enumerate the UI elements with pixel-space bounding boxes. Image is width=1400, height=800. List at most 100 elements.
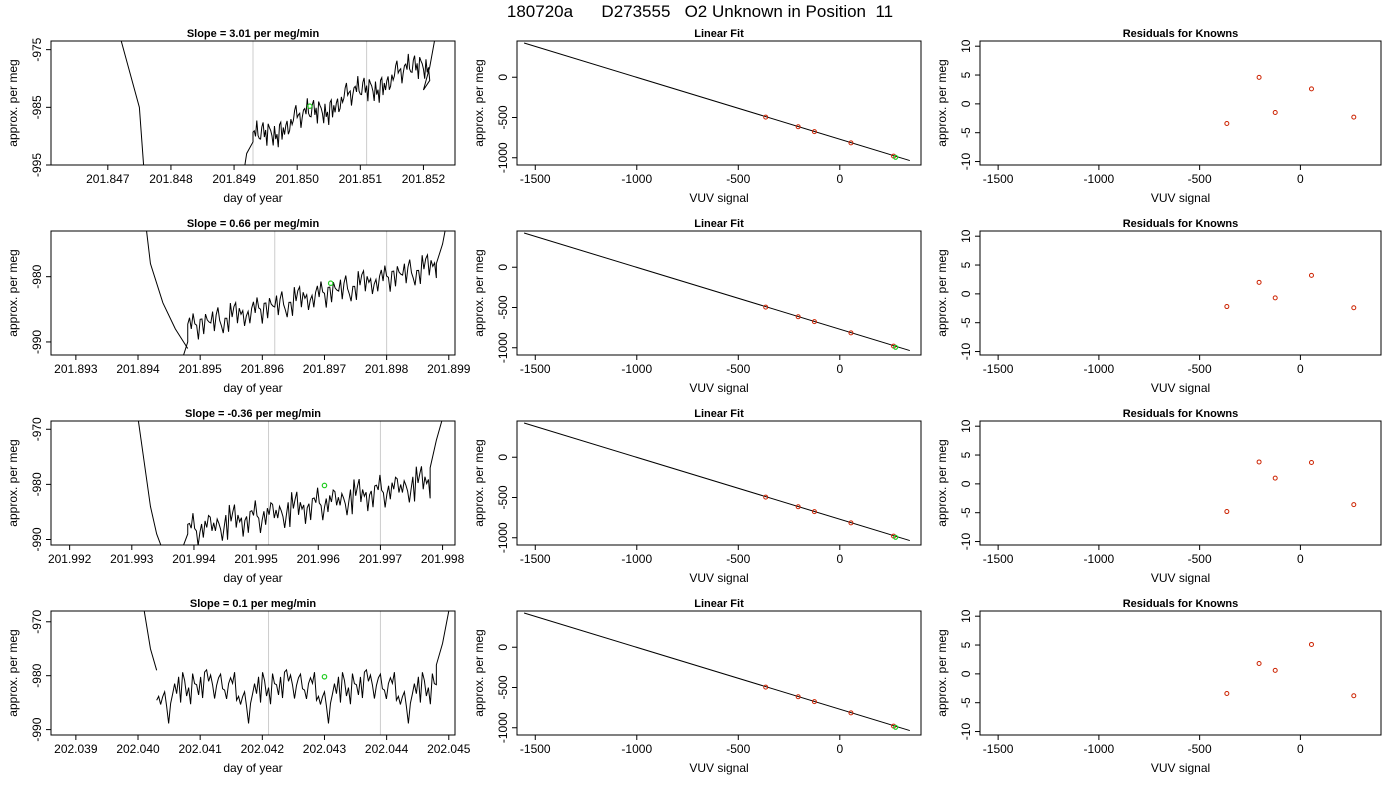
panel-2-2: Residuals for Knowns -1500 -1000 -500 0 10 5 0 -… [935, 408, 1382, 585]
y-tick-label: -5 [959, 317, 973, 328]
unknown-point [892, 154, 899, 160]
trace-line [146, 231, 189, 349]
plot-frame [50, 420, 456, 546]
plot-area [523, 612, 910, 732]
y-tick-label: 0 [959, 290, 973, 297]
unknown-point [307, 103, 313, 109]
x-tick-label: 0 [836, 742, 843, 756]
x-tick-label: 202.042 [241, 742, 285, 756]
y-tick-label: 0 [496, 644, 510, 651]
panel-1-1: Linear Fit -1500 -1000 -500 0 0 -500 -1000 VUV s… [472, 218, 922, 395]
y-tick-label: -1000 [496, 712, 510, 743]
y-tick-label: -500 [496, 295, 510, 319]
x-tick-label: -1000 [1084, 362, 1115, 376]
x-tick-label: 0 [836, 552, 843, 566]
known-point [1351, 114, 1357, 120]
y-axis-label: approx. per meg [6, 439, 20, 526]
x-axis-label: day of year [223, 571, 282, 585]
known-point [763, 304, 769, 310]
x-tick-label: 201.898 [365, 362, 409, 376]
known-point [1224, 304, 1230, 310]
panel-0-2: Residuals for Knowns -1500 -1000 -500 0 10 5 0 -… [935, 28, 1382, 205]
x-tick-label: 202.045 [427, 742, 471, 756]
x-tick-label: -1500 [520, 362, 551, 376]
y-tick-label: 10 [959, 609, 973, 623]
known-point [1308, 641, 1314, 647]
x-tick-label: -500 [1188, 742, 1212, 756]
x-tick-label: 201.993 [110, 552, 154, 566]
y-axis-label: approx. per meg [6, 249, 20, 336]
plot-area [146, 231, 446, 355]
y-tick-label: 10 [959, 419, 973, 433]
y-tick-label: 5 [959, 451, 973, 458]
known-point [1224, 120, 1230, 126]
x-tick-label: -1500 [520, 172, 551, 186]
known-point [811, 699, 817, 705]
x-axis-label: VUV signal [1151, 191, 1210, 205]
plot-frame [50, 610, 456, 736]
panel-3-2: Residuals for Knowns -1500 -1000 -500 0 10 5 0 -… [935, 598, 1382, 775]
x-tick-label: 201.995 [234, 552, 278, 566]
trace-line [156, 611, 450, 724]
x-tick-label: 202.040 [116, 742, 160, 756]
panel-title: Linear Fit [694, 218, 744, 230]
y-tick-label: -985 [30, 95, 44, 119]
known-point [1224, 509, 1230, 515]
x-tick-label: -500 [1188, 362, 1212, 376]
x-axis-label: day of year [223, 761, 282, 775]
plot-area [1224, 459, 1357, 515]
y-tick-label: 5 [959, 71, 973, 78]
unknown-point [892, 534, 899, 540]
unknown-point [892, 724, 899, 730]
known-point [1351, 693, 1357, 699]
y-tick-label: -980 [30, 663, 44, 687]
y-axis-label: approx. per meg [472, 629, 486, 716]
trace-line [120, 41, 145, 165]
fit-line [523, 232, 910, 352]
x-tick-label: 201.897 [303, 362, 347, 376]
plot-frame [979, 610, 1382, 736]
y-tick-label: -10 [959, 343, 973, 361]
y-tick-label: 0 [959, 480, 973, 487]
known-point [795, 314, 801, 320]
plot-area [1224, 74, 1357, 126]
y-tick-label: 5 [959, 261, 973, 268]
x-tick-label: 201.998 [421, 552, 465, 566]
y-axis-label: approx. per meg [6, 59, 20, 146]
x-tick-label: 0 [1297, 362, 1304, 376]
panel-title: Residuals for Knowns [1123, 598, 1239, 610]
plot-frame [516, 610, 922, 736]
known-point [1351, 502, 1357, 508]
x-tick-label: 0 [836, 172, 843, 186]
x-tick-label: -1500 [983, 742, 1014, 756]
trace-line [183, 421, 443, 545]
x-tick-label: 0 [1297, 552, 1304, 566]
panel-1-0: Slope = 0.66 per meg/min 201.893 201.894 20… [6, 218, 471, 395]
known-point [1308, 86, 1314, 92]
y-axis-label: approx. per meg [935, 59, 949, 146]
y-tick-label: -990 [30, 717, 44, 741]
y-tick-label: 0 [959, 100, 973, 107]
x-axis-label: VUV signal [689, 761, 748, 775]
x-axis-label: VUV signal [1151, 381, 1210, 395]
x-tick-label: 201.847 [86, 172, 130, 186]
page-title: 180720a D273555 O2 Unknown in Position 1… [506, 2, 894, 21]
x-tick-label: -500 [1188, 172, 1212, 186]
x-axis-label: day of year [223, 191, 282, 205]
x-tick-label: -1000 [1084, 742, 1115, 756]
known-point [763, 114, 769, 120]
y-axis-label: approx. per meg [935, 249, 949, 336]
x-tick-label: -1500 [983, 172, 1014, 186]
y-tick-label: -970 [30, 417, 44, 441]
x-tick-label: 0 [836, 362, 843, 376]
known-point [1256, 74, 1262, 80]
y-axis-label: approx. per meg [935, 629, 949, 716]
known-point [811, 129, 817, 135]
panel-title: Linear Fit [694, 408, 744, 420]
trace-line [244, 41, 435, 165]
x-tick-label: -500 [1188, 552, 1212, 566]
plot-area [137, 421, 443, 545]
x-tick-label: -1000 [1084, 552, 1115, 566]
x-tick-label: -1500 [520, 742, 551, 756]
panel-title: Slope = -0.36 per meg/min [185, 408, 321, 420]
